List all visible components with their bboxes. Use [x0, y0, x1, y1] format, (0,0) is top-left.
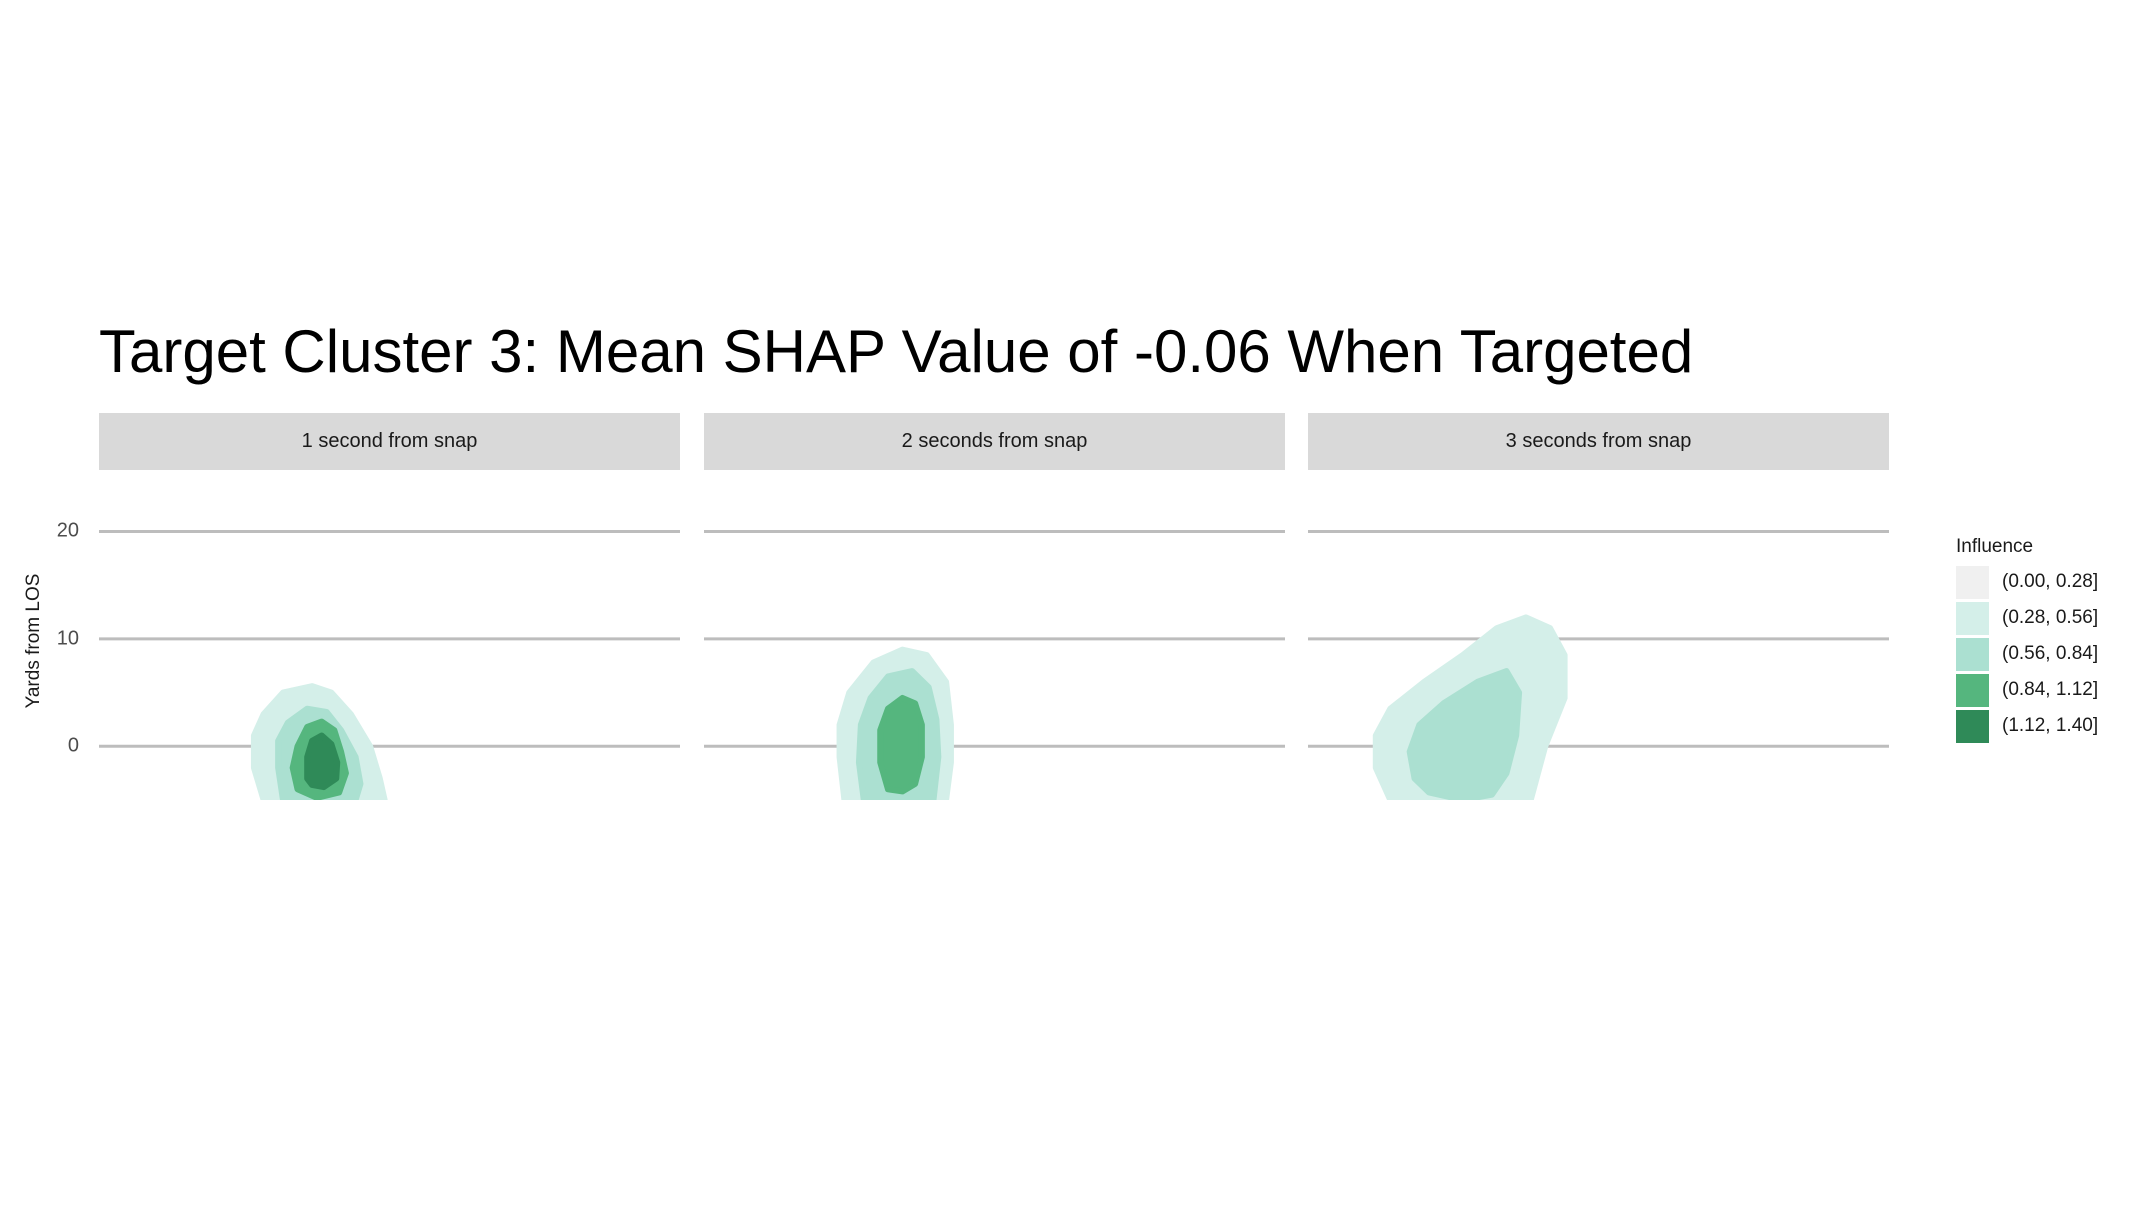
legend-entry: (0.28, 0.56]	[1956, 600, 2098, 636]
legend-title: Influence	[1956, 536, 2034, 557]
legend-key-swatch	[1956, 565, 1989, 599]
facet-plot-3	[1308, 529, 1889, 800]
legend-label: (0.28, 0.56]	[2002, 607, 2099, 628]
facet-strip-3: 3 seconds from snap	[1308, 413, 1889, 470]
density-band-1-4	[304, 732, 341, 791]
legend-key-swatch	[1956, 601, 1989, 635]
density-band-3-2	[1406, 668, 1523, 800]
legend-label: (0.84, 1.12]	[2002, 679, 2099, 700]
facet-strip-2: 2 seconds from snap	[704, 413, 1285, 470]
density-band-2-3	[877, 694, 925, 795]
y-axis-label: Yards from LOS	[23, 573, 44, 709]
legend-entry: (0.56, 0.84]	[1956, 636, 2098, 672]
legend: Influence (0.00, 0.28] (0.28, 0.56] (0.56,…	[1956, 536, 2098, 744]
facet-plot-1	[99, 529, 680, 800]
facet-strip-1: 1 second from snap	[99, 413, 680, 470]
facet-plot-2	[704, 529, 1285, 800]
facet-panel-2	[704, 510, 1285, 800]
y-tick-label-20: 20	[56, 519, 79, 542]
legend-entry: (1.12, 1.40]	[1956, 708, 2098, 744]
legend-key-swatch	[1956, 709, 1989, 743]
facet-panel-1	[99, 510, 680, 800]
legend-label: (1.12, 1.40]	[2002, 715, 2099, 736]
y-tick-label-0: 0	[67, 734, 79, 757]
legend-entry: (0.84, 1.12]	[1956, 672, 2098, 708]
facet-panel-3	[1308, 510, 1889, 800]
legend-key-swatch	[1956, 637, 1989, 671]
legend-entries: (0.00, 0.28] (0.28, 0.56] (0.56, 0.84] (0.8…	[1956, 564, 2098, 744]
chart-title: Target Cluster 3: Mean SHAP Value of -0.…	[99, 318, 1694, 385]
legend-label: (0.00, 0.28]	[2002, 571, 2099, 592]
legend-key-swatch	[1956, 673, 1989, 707]
legend-label: (0.56, 0.84]	[2002, 643, 2099, 664]
y-tick-label-10: 10	[56, 627, 79, 650]
legend-entry: (0.00, 0.28]	[1956, 564, 2098, 600]
